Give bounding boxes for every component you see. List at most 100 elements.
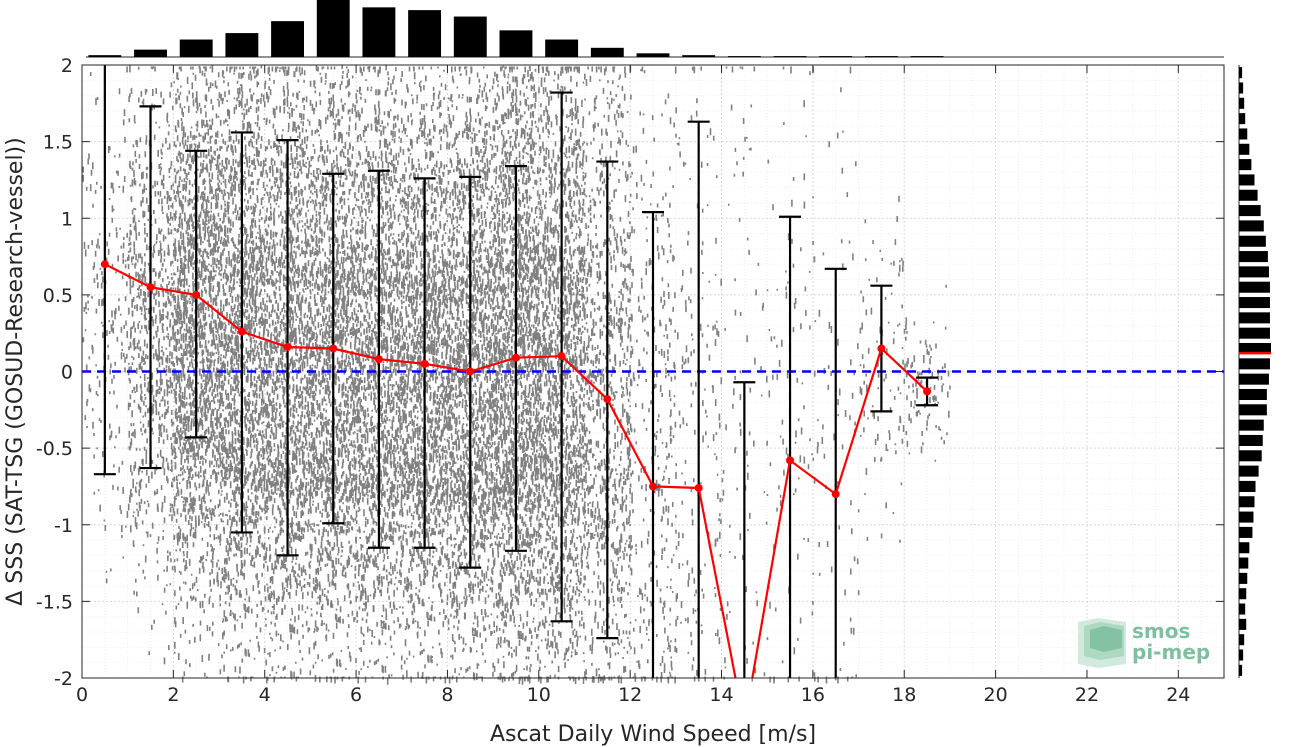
- top-hist-bar: [408, 10, 442, 57]
- right-hist-bar: [1239, 128, 1248, 140]
- right-hist-bar: [1239, 220, 1264, 232]
- top-hist-bar: [864, 56, 898, 58]
- right-hist-bar: [1239, 664, 1243, 676]
- right-hist-bar: [1239, 603, 1246, 615]
- right-hist-bar: [1239, 342, 1271, 355]
- top-hist-bar: [362, 7, 396, 57]
- mean-point: [237, 327, 246, 336]
- right-hist-bar: [1239, 588, 1247, 600]
- mean-point: [877, 344, 886, 353]
- x-tick-label: 10: [527, 684, 551, 706]
- mean-point: [329, 344, 338, 353]
- mean-point: [557, 352, 566, 361]
- y-tick-label: -1: [54, 515, 73, 537]
- top-hist-bar: [453, 16, 487, 58]
- x-tick-label: 4: [259, 684, 271, 706]
- right-hist-bar: [1239, 205, 1261, 217]
- right-hist-bar: [1239, 281, 1270, 293]
- top-histogram: [86, 0, 1224, 58]
- right-hist-bar: [1239, 419, 1264, 431]
- right-histogram: [1238, 65, 1271, 678]
- x-tick-label: 18: [892, 684, 916, 706]
- right-hist-bar: [1239, 572, 1248, 584]
- x-axis-label: Ascat Daily Wind Speed [m/s]: [490, 722, 816, 747]
- right-hist-bar: [1239, 526, 1253, 538]
- x-tick-label: 22: [1075, 684, 1099, 706]
- x-tick-label: 14: [709, 684, 733, 706]
- right-hist-bar: [1239, 557, 1249, 569]
- mean-point: [466, 367, 475, 376]
- x-tick-label: 16: [801, 684, 825, 706]
- right-hist-bar: [1239, 511, 1254, 523]
- x-tick-label: 6: [350, 684, 362, 706]
- right-hist-bar: [1239, 266, 1269, 278]
- top-hist-bar: [636, 53, 670, 57]
- right-hist-bar: [1239, 327, 1270, 339]
- right-hist-bar: [1239, 143, 1250, 155]
- top-hist-bar: [682, 55, 716, 57]
- mean-point: [511, 353, 520, 362]
- mean-point: [786, 456, 795, 465]
- x-tick-label: 2: [167, 684, 179, 706]
- mean-point: [649, 482, 657, 491]
- top-hist-bar: [316, 0, 350, 57]
- right-hist-bar: [1239, 618, 1247, 630]
- x-tick-label: 12: [618, 684, 642, 706]
- mean-point: [420, 359, 429, 368]
- x-tick-label: 24: [1166, 684, 1190, 706]
- right-hist-bar: [1239, 373, 1269, 385]
- binned-mean-series: [100, 260, 932, 678]
- top-hist-bar: [773, 56, 807, 58]
- mean-point: [192, 290, 201, 299]
- y-tick-label: 0: [61, 362, 73, 384]
- y-tick-label: 0.5: [43, 285, 73, 307]
- right-hist-bar: [1239, 97, 1245, 109]
- top-hist-bar: [179, 39, 213, 57]
- mean-point: [923, 387, 932, 396]
- x-tick-label: 0: [76, 684, 88, 706]
- top-hist-bar: [590, 47, 624, 57]
- top-hist-bar: [727, 56, 761, 58]
- right-hist-bar: [1239, 434, 1263, 446]
- right-hist-bar: [1239, 404, 1267, 416]
- x-tick-label: 20: [984, 684, 1008, 706]
- right-hist-bar: [1239, 113, 1246, 125]
- right-hist-bar: [1239, 297, 1270, 309]
- y-tick-label: 2: [61, 55, 73, 77]
- top-hist-bar: [499, 30, 533, 57]
- top-hist-bar: [819, 56, 853, 58]
- logo-text-pi-mep: pi-mep: [1132, 640, 1210, 664]
- x-axis-ticks: 0 2 4 6 8 10 12 14 16 18 20 22 24: [76, 65, 1190, 706]
- right-hist-bar: [1239, 465, 1259, 477]
- top-hist-bar: [545, 39, 579, 57]
- y-axis-label: Δ SSS (SAT-TSG (GOSUD-Research-vessel)): [3, 137, 28, 605]
- right-hist-bar: [1239, 82, 1244, 94]
- right-hist-bar: [1239, 159, 1252, 171]
- top-hist-bar: [225, 33, 259, 57]
- right-hist-bar: [1239, 189, 1258, 201]
- right-hist-bar: [1239, 174, 1255, 186]
- right-hist-bar: [1239, 251, 1268, 263]
- mean-point: [603, 395, 612, 404]
- mean-point: [146, 283, 155, 292]
- logo-mark-icon: [1078, 618, 1126, 668]
- mean-point: [100, 260, 109, 269]
- y-tick-label: -1.5: [36, 591, 73, 613]
- x-tick-label: 8: [441, 684, 453, 706]
- right-hist-bar: [1239, 496, 1255, 508]
- y-tick-label: -2: [54, 668, 73, 690]
- right-hist-bar: [1239, 634, 1245, 646]
- right-hist-bar: [1239, 450, 1262, 462]
- smos-pi-mep-logo: smos pi-mep: [1078, 618, 1210, 668]
- right-hist-bar: [1239, 542, 1250, 554]
- right-hist-bar: [1239, 67, 1243, 79]
- right-hist-bar: [1239, 388, 1267, 401]
- right-hist-bar: [1239, 358, 1270, 370]
- y-tick-label: -0.5: [36, 438, 73, 460]
- top-hist-bar: [910, 56, 944, 58]
- top-hist-bar: [134, 49, 167, 57]
- y-axis-ticks: -2 -1.5 -1 -0.5 0 0.5 1 1.5 2: [36, 55, 1224, 690]
- right-hist-bar: [1239, 312, 1270, 324]
- mean-point: [831, 490, 840, 499]
